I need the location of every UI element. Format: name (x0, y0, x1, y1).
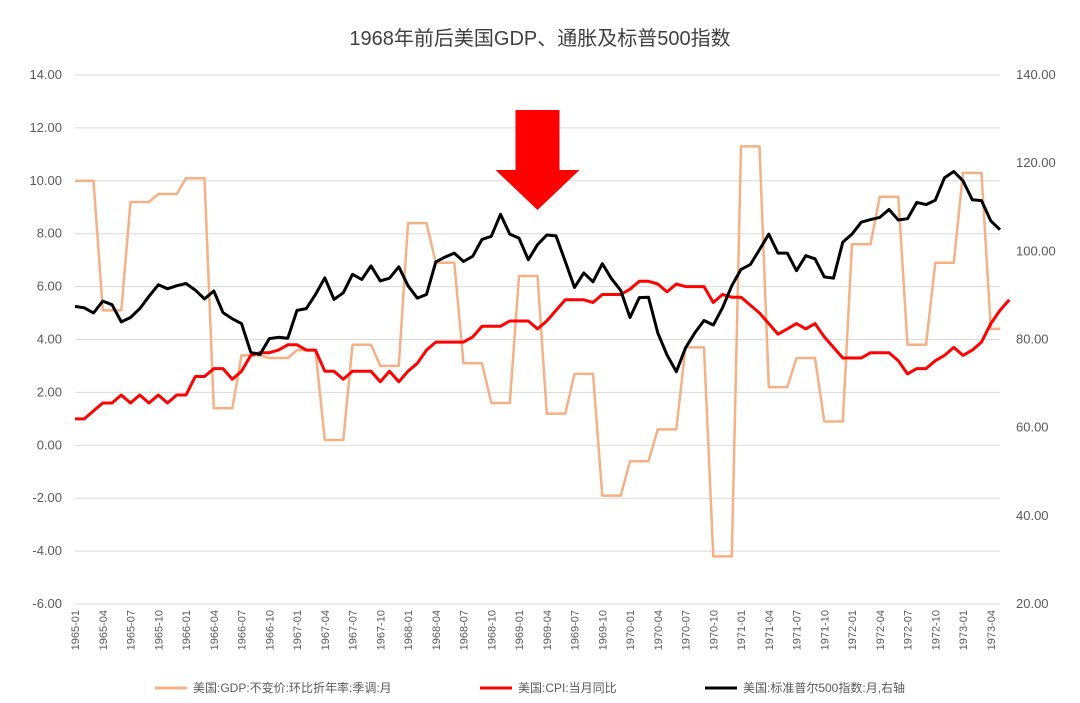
legend-label: 美国:GDP:不变价:环比折年率:季调:月 (193, 680, 392, 695)
x-tick-label: 1966-07 (237, 610, 249, 650)
right-tick-label: 100.00 (1016, 243, 1056, 258)
x-tick-label: 1970-10 (708, 610, 720, 650)
x-tick-label: 1965-10 (153, 610, 165, 650)
left-tick-label: 4.00 (37, 332, 62, 347)
x-tick-label: 1965-01 (70, 610, 82, 650)
left-tick-label: 12.00 (29, 120, 62, 135)
x-tick-label: 1970-07 (681, 610, 693, 650)
x-tick-label: 1970-04 (653, 610, 665, 650)
left-tick-label: -2.00 (32, 490, 62, 505)
series-line-2 (74, 170, 1002, 374)
x-tick-label: 1969-04 (542, 610, 554, 650)
x-tick-label: 1970-01 (625, 610, 637, 650)
left-tick-label: 6.00 (37, 279, 62, 294)
series-line-0 (75, 145, 1000, 558)
right-tick-label: 140.00 (1016, 67, 1056, 82)
left-tick-label: -4.00 (32, 543, 62, 558)
series-lines (74, 145, 1011, 558)
x-tick-label: 1969-01 (514, 610, 526, 650)
legend-label: 美国:标准普尔500指数:月,右轴 (743, 680, 905, 695)
annotation (495, 110, 580, 210)
chart-title: 1968年前后美国GDP、通胀及标普500指数 (349, 27, 730, 50)
x-tick-label: 1967-04 (320, 610, 332, 650)
x-tick-label: 1967-01 (292, 610, 304, 650)
x-tick-label: 1965-04 (98, 610, 110, 650)
legend: 美国:GDP:不变价:环比折年率:季调:月 美国:CPI:当月同比 美国:标准普尔5… (155, 680, 905, 695)
left-axis: -6.00 -4.00 -2.00 0.00 2.00 4.00 6.00 8.00 10.00… (29, 67, 62, 611)
x-tick-label: 1966-01 (181, 610, 193, 650)
x-tick-label: 1968-04 (431, 610, 443, 650)
down-arrow-icon (495, 110, 580, 210)
x-tick-label: 1971-04 (764, 610, 776, 650)
x-axis: 1965-01 1965-04 1965-07 1965-10 1966-01 1966-… (70, 610, 998, 650)
right-tick-label: 120.00 (1016, 155, 1056, 170)
left-tick-label: -6.00 (32, 596, 62, 611)
x-tick-label: 1972-07 (903, 610, 915, 650)
left-tick-label: 0.00 (37, 437, 62, 452)
x-tick-label: 1967-10 (375, 610, 387, 650)
left-tick-label: 14.00 (29, 67, 62, 82)
x-tick-label: 1971-10 (819, 610, 831, 650)
x-tick-label: 1968-01 (403, 610, 415, 650)
left-tick-label: 8.00 (37, 226, 62, 241)
x-tick-label: 1966-04 (209, 610, 221, 650)
series-line-1 (75, 279, 1011, 421)
x-tick-label: 1973-04 (986, 610, 998, 650)
x-tick-label: 1965-07 (126, 610, 138, 650)
x-tick-label: 1972-04 (875, 610, 887, 650)
right-axis: 20.00 40.00 60.00 80.00 100.00 120.00 140.00 (1016, 67, 1056, 611)
right-tick-label: 20.00 (1016, 596, 1049, 611)
x-tick-label: 1968-10 (486, 610, 498, 650)
left-tick-label: 2.00 (37, 384, 62, 399)
x-tick-label: 1969-07 (570, 610, 582, 650)
x-tick-label: 1972-10 (930, 610, 942, 650)
right-tick-label: 80.00 (1016, 332, 1049, 347)
x-tick-label: 1971-07 (792, 610, 804, 650)
x-tick-label: 1972-01 (847, 610, 859, 650)
legend-label: 美国:CPI:当月同比 (518, 681, 617, 695)
x-tick-label: 1966-10 (264, 610, 276, 650)
left-tick-label: 10.00 (29, 173, 62, 188)
right-tick-label: 40.00 (1016, 508, 1049, 523)
right-tick-label: 60.00 (1016, 420, 1049, 435)
x-tick-label: 1967-07 (348, 610, 360, 650)
x-tick-label: 1969-10 (597, 610, 609, 650)
x-tick-label: 1971-01 (736, 610, 748, 650)
x-tick-label: 1968-07 (459, 610, 471, 650)
x-tick-label: 1973-01 (958, 610, 970, 650)
